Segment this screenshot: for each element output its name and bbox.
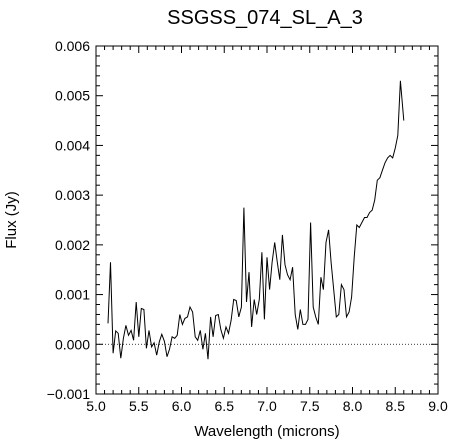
y-tick-label: 0.006	[55, 38, 90, 54]
x-tick-label: 9.0	[428, 398, 448, 414]
y-axis-label: Flux (Jy)	[3, 191, 20, 249]
x-tick-label: 8.5	[386, 398, 406, 414]
y-tick-label: 0.002	[55, 237, 90, 253]
x-tick-label: 6.0	[172, 398, 192, 414]
y-tick-label: 0.004	[55, 137, 90, 153]
y-tick-label: 0.000	[55, 336, 90, 352]
y-tick-label: 0.003	[55, 187, 90, 203]
axes: 5.0 5.5 6.0 6.5 7.0 7.5 8.0 8.5 9.0 −0.001 0.000 0.…	[47, 38, 448, 414]
x-tick-label: 8.0	[343, 398, 363, 414]
chart-title: SSGSS_074_SL_A_3	[167, 7, 363, 29]
x-tick-label: 5.5	[129, 398, 149, 414]
x-tick-label: 7.0	[257, 398, 277, 414]
x-axis-label: Wavelength (microns)	[194, 423, 339, 440]
y-tick-label: −0.001	[47, 386, 90, 402]
x-tick-label: 6.5	[215, 398, 235, 414]
y-tick-label: 0.005	[55, 88, 90, 104]
x-tick-label: 7.5	[300, 398, 320, 414]
y-tick-label: 0.001	[55, 287, 90, 303]
x-tick-label: 5.0	[86, 398, 106, 414]
flux-series-line	[107, 80, 405, 360]
